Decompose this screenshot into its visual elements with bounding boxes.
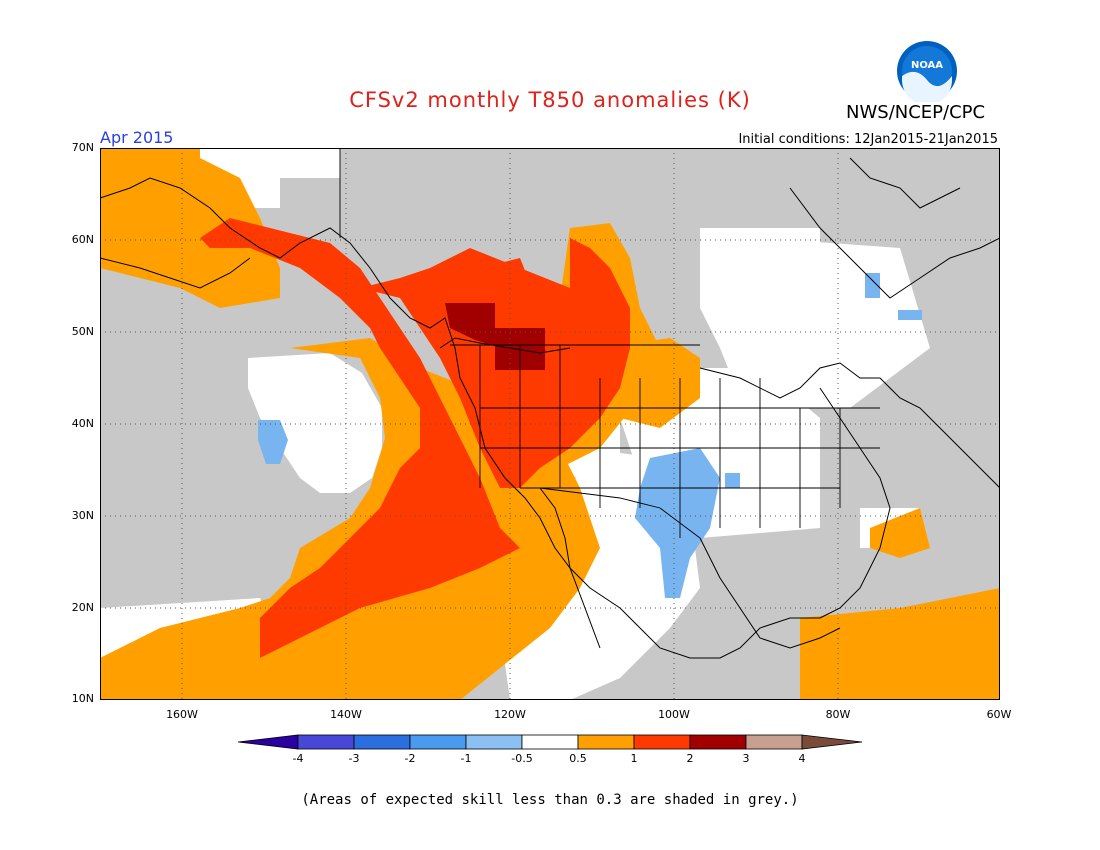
- colorbar-label: -1: [460, 752, 472, 765]
- colorbar-swatch: [633, 734, 691, 750]
- lat-label-70n: 70N: [71, 141, 94, 154]
- political-borders: [339, 148, 880, 539]
- colorbar-label: 2: [686, 752, 694, 765]
- lat-label-20n: 20N: [71, 601, 94, 614]
- negative-anomaly-areas: [258, 273, 922, 598]
- colorbar-swatch: [409, 734, 467, 750]
- colorbar-label: -2: [404, 752, 416, 765]
- agency-label: NWS/NCEP/CPC: [846, 102, 986, 123]
- colorbar-label: 0.5: [569, 752, 587, 765]
- colorbar-swatch: [577, 734, 635, 750]
- colorbar-swatch: [353, 734, 411, 750]
- colorbar-label: 3: [742, 752, 750, 765]
- map-frame: [100, 148, 1000, 700]
- lon-label-60w: 60W: [986, 708, 1012, 721]
- colorbar-label: 1: [630, 752, 638, 765]
- logo-text: NOAA: [911, 60, 943, 71]
- lon-label-160w: 160W: [166, 708, 198, 721]
- anomaly-map: [100, 148, 1000, 700]
- lat-label-30n: 30N: [71, 509, 94, 522]
- colorbar-label: -4: [292, 752, 304, 765]
- colorbar-swatch: [521, 734, 579, 750]
- coastlines: [100, 157, 1000, 659]
- noaa-logo-icon: NOAA: [897, 41, 957, 102]
- colorbar-label: -3: [348, 752, 360, 765]
- colorbar-swatch: [689, 734, 747, 750]
- lon-label-120w: 120W: [494, 708, 526, 721]
- month-label: Apr 2015: [100, 128, 174, 147]
- colorbar-swatch: [297, 734, 355, 750]
- colorbar-swatch: [745, 734, 803, 750]
- chart-title: CFSv2 monthly T850 anomalies (K): [349, 88, 751, 112]
- colorbar-arrow-right: [801, 734, 862, 750]
- lat-label-10n: 10N: [71, 692, 94, 705]
- initial-conditions-label: Initial conditions: 12Jan2015-21Jan2015: [738, 132, 998, 147]
- colorbar-label: -0.5: [511, 752, 533, 765]
- lon-label-80w: 80W: [825, 708, 851, 721]
- lat-label-60n: 60N: [71, 233, 94, 246]
- colorbar-arrow-left: [238, 734, 299, 750]
- colorbar: [238, 734, 862, 750]
- colorbar-label: 4: [798, 752, 806, 765]
- colorbar-swatch: [465, 734, 523, 750]
- lat-label-40n: 40N: [71, 417, 94, 430]
- lat-label-50n: 50N: [71, 325, 94, 338]
- gridlines: [100, 148, 1000, 700]
- lon-label-140w: 140W: [330, 708, 362, 721]
- footer-note: (Areas of expected skill less than 0.3 a…: [301, 792, 799, 808]
- lon-label-100w: 100W: [658, 708, 690, 721]
